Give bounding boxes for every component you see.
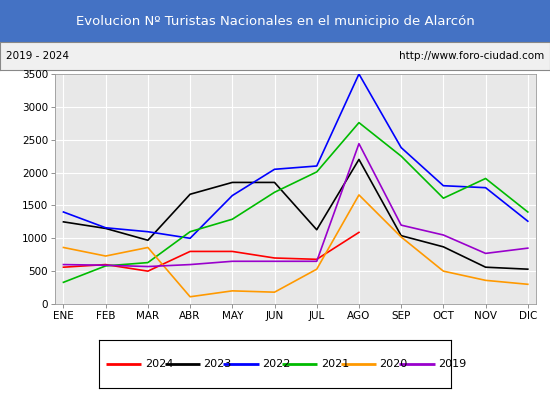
Text: http://www.foro-ciudad.com: http://www.foro-ciudad.com <box>399 51 544 61</box>
Text: 2021: 2021 <box>321 359 349 369</box>
Text: 2019: 2019 <box>438 359 466 369</box>
Text: 2019 - 2024: 2019 - 2024 <box>6 51 69 61</box>
Text: Evolucion Nº Turistas Nacionales en el municipio de Alarcón: Evolucion Nº Turistas Nacionales en el m… <box>76 14 474 28</box>
Text: 2024: 2024 <box>145 359 173 369</box>
Text: 2020: 2020 <box>379 359 408 369</box>
Text: 2022: 2022 <box>262 359 290 369</box>
Text: 2023: 2023 <box>204 359 232 369</box>
